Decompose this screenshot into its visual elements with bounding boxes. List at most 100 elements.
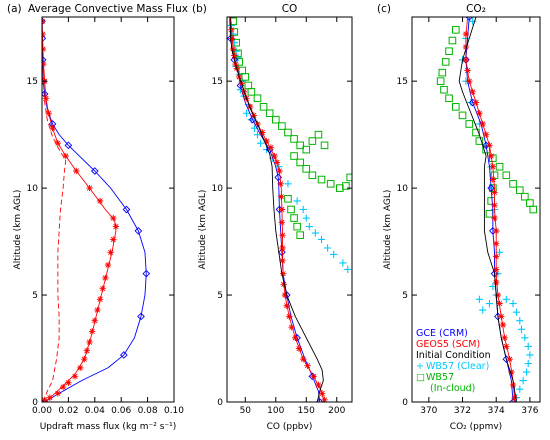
data-point xyxy=(522,368,531,376)
x-tick-label: 200 xyxy=(328,406,345,416)
data-point xyxy=(253,94,262,103)
plot-area xyxy=(436,17,538,402)
plot-frame xyxy=(226,16,353,403)
data-point xyxy=(73,167,80,175)
data-point xyxy=(276,167,283,175)
data-point xyxy=(491,202,498,209)
data-point xyxy=(321,396,328,402)
data-point xyxy=(278,122,286,130)
x-tick-label: 100 xyxy=(267,406,284,416)
data-point xyxy=(42,398,49,402)
data-point xyxy=(96,296,104,303)
series-line xyxy=(42,17,147,402)
series-2 xyxy=(229,17,324,402)
data-point xyxy=(284,180,292,188)
data-point xyxy=(519,377,527,385)
legend-entry: WB57 (Clear) xyxy=(426,361,489,372)
y-tick-label: 5 xyxy=(32,291,38,301)
data-point xyxy=(509,300,517,308)
data-point xyxy=(278,206,286,213)
data-point xyxy=(263,137,270,145)
y-axis-label: Altitude (km AGL) xyxy=(13,190,23,270)
data-point xyxy=(320,141,329,150)
data-point xyxy=(509,381,517,389)
data-point xyxy=(485,300,494,308)
series-line xyxy=(229,17,324,402)
data-point xyxy=(296,231,304,239)
data-point xyxy=(137,312,145,321)
data-point xyxy=(42,95,50,102)
data-point xyxy=(509,398,517,402)
data-point xyxy=(440,85,448,94)
data-point xyxy=(317,175,326,184)
data-point xyxy=(493,266,500,273)
legend: GCE (CRM)GEOS5 (SCM)Initial Condition+ WB… xyxy=(416,328,491,394)
data-point xyxy=(458,111,467,120)
data-point xyxy=(290,152,298,160)
data-point xyxy=(284,128,292,137)
data-point xyxy=(496,300,503,307)
data-point xyxy=(228,26,235,34)
x-tick-label: 0.04 xyxy=(85,406,105,416)
data-point xyxy=(110,214,117,222)
data-point xyxy=(86,338,93,346)
data-point xyxy=(236,86,245,94)
data-point xyxy=(476,110,483,117)
y-tick-label: 0 xyxy=(402,398,408,408)
data-point xyxy=(491,214,498,222)
data-point xyxy=(495,162,504,171)
x-tick-label: 374 xyxy=(488,406,505,416)
chart-panel-2: 50 100 150 200 0 5 10 15 (b) CO CO (ppbv) Altitude … xyxy=(192,3,353,432)
y-tick-label: 15 xyxy=(397,77,408,87)
data-point xyxy=(315,381,322,389)
data-point xyxy=(451,26,460,34)
data-point xyxy=(91,317,98,324)
data-point xyxy=(475,137,484,145)
data-point xyxy=(94,306,101,314)
data-point xyxy=(521,192,529,201)
chart-title: Average Convective Mass Flux xyxy=(28,3,188,15)
chart-title: CO xyxy=(282,3,298,15)
data-point xyxy=(508,368,515,376)
x-tick-label: 0.02 xyxy=(58,406,78,416)
data-point xyxy=(499,321,507,329)
data-point xyxy=(231,52,238,59)
data-point xyxy=(482,131,490,138)
data-point xyxy=(438,68,447,77)
data-point xyxy=(529,205,538,214)
data-point xyxy=(110,236,117,243)
data-point xyxy=(490,171,499,180)
x-tick-label: 50 xyxy=(240,406,252,416)
data-point xyxy=(515,186,524,195)
data-point xyxy=(296,141,304,150)
y-tick-label: 10 xyxy=(27,184,39,194)
data-point xyxy=(45,110,52,117)
data-point xyxy=(509,180,517,188)
data-point xyxy=(516,317,524,325)
data-point xyxy=(472,99,480,106)
data-point xyxy=(451,103,460,111)
data-point xyxy=(122,205,131,214)
data-point xyxy=(512,308,521,316)
data-point xyxy=(314,130,323,139)
data-point xyxy=(462,30,470,38)
series-line xyxy=(458,17,517,402)
data-point xyxy=(445,94,453,103)
y-tick-label: 5 xyxy=(217,291,223,301)
series-1 xyxy=(462,17,518,402)
x-tick-label: 0.00 xyxy=(32,406,52,416)
data-point xyxy=(99,285,106,292)
data-point xyxy=(501,334,508,342)
data-point xyxy=(71,373,79,380)
data-point xyxy=(273,159,281,166)
data-point xyxy=(339,259,347,267)
data-point xyxy=(326,180,335,188)
data-point xyxy=(491,189,498,196)
x-tick-label: 376 xyxy=(521,406,538,416)
data-point xyxy=(516,385,524,393)
y-tick-label: 0 xyxy=(32,398,38,408)
data-point xyxy=(279,257,286,265)
x-tick-label: 150 xyxy=(298,406,315,416)
data-point xyxy=(278,248,286,257)
